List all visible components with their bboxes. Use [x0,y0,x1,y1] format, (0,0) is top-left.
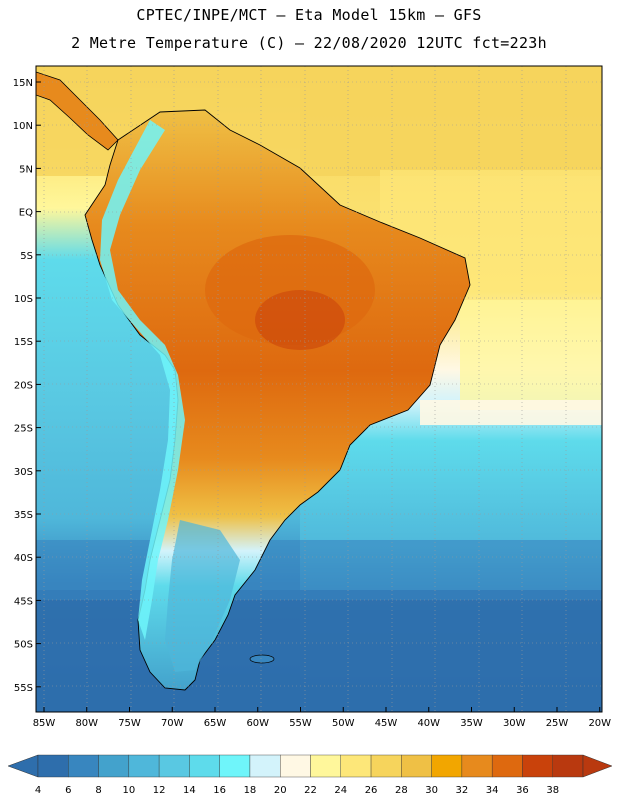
colorbar-swatch [98,754,130,778]
lon-label: 25W [546,718,569,729]
colorbar-tick-label: 6 [65,785,71,796]
colorbar-swatch [370,754,402,778]
colorbar-tick-label: 18 [244,785,257,796]
colorbar-swatch [522,754,553,778]
lat-label: EQ [19,208,33,219]
lon-label: 80W [75,718,98,729]
colorbar-swatch [158,754,190,778]
central-america [36,71,119,151]
lat-label: 35S [14,510,33,521]
colorbar: 4 6 8 10 12 14 16 18 20 22 24 26 28 30 32 34 36 38 [7,754,613,796]
lat-label: 40S [14,553,33,564]
lat-label: 5N [19,164,33,175]
lon-label: 85W [33,718,56,729]
colorbar-swatch [340,754,372,778]
lat-label: 20S [14,380,33,391]
lat-label: 25S [14,424,33,435]
lon-label: 35W [460,718,483,729]
andes-cold-strip [100,120,185,640]
map-frame [35,65,603,713]
lon-label: 65W [204,718,227,729]
lat-label: 55S [14,683,33,694]
lat-label: 15S [14,337,33,348]
colorbar-tick-label: 30 [425,785,438,796]
lon-label: 55W [289,718,312,729]
colorbar-swatch [68,754,99,778]
lat-label: 10S [14,294,33,305]
colorbar-swatch [37,754,69,778]
falkland-islands [249,654,275,664]
lat-label: 30S [14,467,33,478]
colorbar-max-arrow [582,754,613,778]
colorbar-swatch [401,754,432,778]
lon-label: 70W [161,718,184,729]
colorbar-swatch [431,754,463,778]
hottest-core [255,290,345,350]
lon-label: 40W [417,718,440,729]
colorbar-tick-label: 20 [274,785,287,796]
colorbar-tick-label: 10 [122,785,135,796]
colorbar-tick-label: 26 [365,785,378,796]
colorbar-swatch [280,754,311,778]
lon-label: 75W [118,718,141,729]
colorbar-tick-label: 34 [486,785,499,796]
colorbar-swatch [552,754,584,778]
colorbar-swatch [461,754,493,778]
longitude-axis: 85W 80W 75W 70W 65W 60W 55W 50W 45W 40W 35W 30W 25W 2… [33,707,611,729]
colorbar-swatch [128,754,160,778]
colorbar-min-arrow [7,754,39,778]
title-line-2: 2 Metre Temperature (C) – 22/08/2020 12U… [71,34,547,52]
lon-label: 45W [375,718,398,729]
latitude-axis: 15N 10N 5N EQ 5S 10S 15S 20S 25S 30S 35S 40S 45S 50S 5… [13,78,41,694]
lat-label: 5S [20,251,33,262]
colorbar-swatch [219,754,251,778]
colorbar-tick-label: 38 [546,785,559,796]
colorbar-tick-label: 36 [516,785,529,796]
colorbar-tick-label: 24 [334,785,347,796]
colorbar-swatch [491,754,523,778]
colorbar-tick-label: 4 [35,785,41,796]
lat-label: 10N [13,121,33,132]
colorbar-tick-label: 8 [95,785,101,796]
lat-label: 45S [14,596,33,607]
colorbar-tick-label: 28 [395,785,408,796]
colorbar-tick-label: 16 [213,785,226,796]
patagonia-cool [165,520,240,672]
colorbar-tick-label: 32 [456,785,469,796]
temperature-field [36,66,602,712]
lon-label: 30W [503,718,526,729]
colorbar-tick-label: 22 [304,785,317,796]
lon-label: 20W [588,718,611,729]
colorbar-tick-label: 14 [183,785,196,796]
lat-label: 50S [14,640,33,651]
lat-label: 15N [13,78,33,89]
colorbar-swatch [189,754,220,778]
colorbar-swatch [310,754,341,778]
colorbar-swatch [249,754,281,778]
lon-label: 50W [332,718,355,729]
lon-label: 60W [246,718,269,729]
colorbar-tick-label: 12 [153,785,166,796]
title-line-1: CPTEC/INPE/MCT – Eta Model 15km – GFS [136,6,482,24]
